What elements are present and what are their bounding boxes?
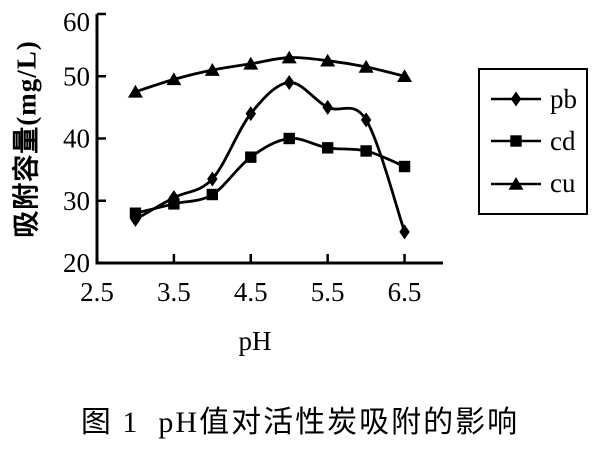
marker-cu xyxy=(127,84,143,98)
marker-cu xyxy=(320,53,336,67)
legend-label-cd: cd xyxy=(550,125,576,156)
y-tick-label: 30 xyxy=(63,186,90,216)
marker-cd xyxy=(321,142,334,154)
legend-marker-cd xyxy=(510,135,522,148)
marker-pb xyxy=(207,171,218,187)
legend-marker-cu xyxy=(508,176,524,190)
legend-box: pb cd cu xyxy=(478,68,588,215)
legend-item-cd: cd xyxy=(490,125,586,156)
series-cu xyxy=(127,50,413,98)
series-line-cu xyxy=(134,56,406,94)
marker-pb xyxy=(322,99,333,115)
x-tick-label: 6.5 xyxy=(388,277,422,307)
marker-cu xyxy=(397,69,413,83)
marker-cd xyxy=(168,198,180,210)
legend-item-pb: pb xyxy=(490,83,586,114)
marker-cd xyxy=(129,207,142,219)
x-tick-label: 3.5 xyxy=(157,277,191,307)
x-axis-title: pH xyxy=(238,326,272,356)
legend-label-pb: pb xyxy=(550,83,577,114)
x-tick-label: 2.5 xyxy=(80,277,114,307)
marker-cu xyxy=(166,72,182,86)
marker-pb xyxy=(284,74,295,90)
marker-pb xyxy=(245,106,256,122)
series-pb xyxy=(130,74,410,240)
marker-pb xyxy=(360,112,372,128)
axes xyxy=(95,14,443,265)
legend-marker-pb xyxy=(510,91,522,107)
y-tick-label: 20 xyxy=(63,248,90,278)
series-cd xyxy=(129,132,411,219)
x-tick-label: 4.5 xyxy=(234,277,268,307)
legend-item-cu: cu xyxy=(490,170,586,197)
triangle-marker-icon xyxy=(491,176,541,190)
marker-pb xyxy=(399,224,410,240)
marker-cd xyxy=(245,151,257,163)
marker-pb xyxy=(168,190,180,206)
marker-cd xyxy=(360,145,372,157)
marker-cu xyxy=(243,56,259,70)
marker-cu xyxy=(358,59,374,73)
x-tick-label: 5.5 xyxy=(311,277,345,307)
marker-cd xyxy=(398,160,411,173)
marker-cd xyxy=(283,132,295,145)
marker-cu xyxy=(281,50,297,64)
figure-caption: 图 1 pH值对活性炭吸附的影响 xyxy=(80,406,520,439)
line-chart-canvas: 20 30 40 50 60 2.5 3.5 4.5 5.5 6.5 xyxy=(63,7,443,307)
marker-cd xyxy=(206,188,219,201)
y-tick-label: 40 xyxy=(63,124,90,154)
legend-label-cu: cu xyxy=(550,168,576,199)
diamond-marker-icon xyxy=(491,91,541,107)
y-tick-label: 60 xyxy=(63,7,90,37)
square-marker-icon xyxy=(491,135,541,148)
marker-cu xyxy=(204,63,220,76)
y-tick-label: 50 xyxy=(63,61,90,91)
